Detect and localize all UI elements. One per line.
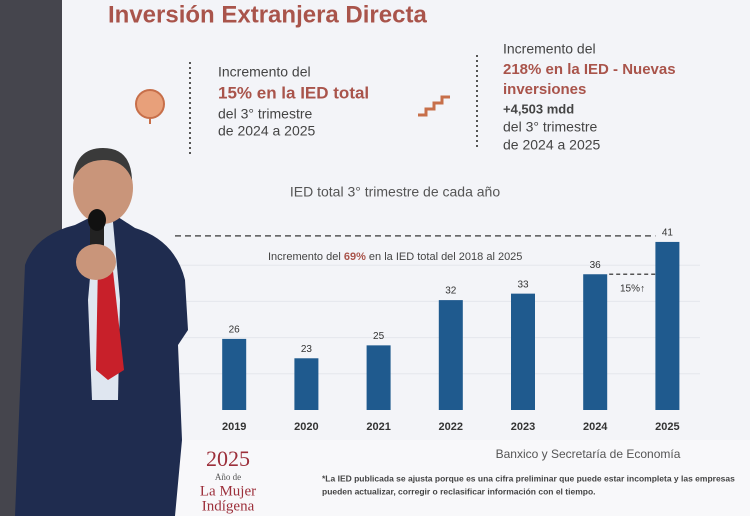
stat-text: de 2024 a 2025 (503, 137, 601, 153)
annotation: Incremento del 69% en la IED total del 2… (268, 251, 522, 263)
value-label: 32 (445, 286, 457, 297)
speaker-hand (76, 244, 116, 280)
value-label: 33 (517, 279, 529, 290)
value-label: 25 (373, 331, 385, 342)
x-tick-label: 2023 (511, 421, 535, 433)
bar (294, 358, 319, 410)
slide-title: Inversión Extranjera Directa (108, 1, 427, 28)
speaker-tie (96, 262, 124, 380)
bar (511, 293, 535, 410)
chart-title: IED total 3° trimestre de cada año (290, 184, 500, 200)
stat-text: del 3° trimestre (503, 119, 598, 135)
footnote: *La IED publicada se ajusta porque es un… (322, 473, 735, 483)
annotation-part: en la IED total del 2018 al 2025 (366, 251, 523, 263)
microphone-head (88, 209, 106, 231)
logo-text: La Mujer (200, 483, 256, 499)
x-tick-label: 2019 (222, 421, 246, 433)
stat-highlight: 218% en la IED - Nuevas (503, 61, 676, 78)
stat-amount: +4,503 mdd (503, 101, 574, 116)
bar (438, 300, 463, 410)
bar (655, 241, 680, 410)
stat-highlight: 15% en la IED total (218, 83, 369, 102)
stat-highlight: inversiones (503, 81, 586, 98)
x-tick-label: 2021 (366, 421, 390, 433)
stairs-icon (418, 95, 450, 117)
annotation: 15%↑ (620, 284, 645, 295)
annotation-part: Incremento del (268, 251, 344, 263)
bar (222, 338, 247, 410)
bar (583, 274, 608, 410)
value-label: 41 (662, 228, 674, 239)
logo-year: 2025 (206, 446, 250, 471)
footnote: pueden actualizar, corregir o reclasific… (322, 486, 596, 496)
source: Banxico y Secretaría de Economía (496, 447, 681, 461)
x-tick-label: 2020 (294, 421, 318, 433)
value-label: 36 (590, 260, 602, 271)
stat-text: Incremento del (218, 64, 311, 80)
value-label: 26 (229, 325, 241, 336)
stat-text: del 3° trimestre (218, 106, 313, 122)
stat-text: Incremento del (503, 41, 596, 57)
bar (366, 345, 391, 410)
value-label: 23 (301, 344, 313, 355)
logo-text: Indígena (202, 498, 255, 514)
x-tick-label: 2025 (655, 421, 679, 433)
annotation-part: 69% (344, 251, 366, 263)
x-tick-label: 2022 (439, 421, 463, 433)
logo-text: Año de (215, 472, 241, 482)
speaker-hair (73, 148, 132, 180)
speaker-head (73, 152, 133, 224)
x-tick-label: 2024 (583, 421, 608, 433)
stat-text: de 2024 a 2025 (218, 123, 316, 139)
